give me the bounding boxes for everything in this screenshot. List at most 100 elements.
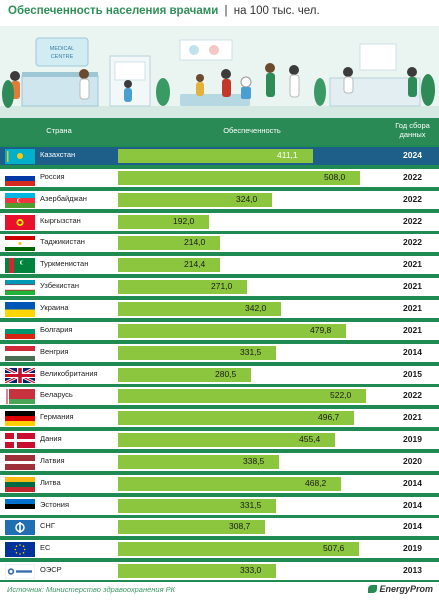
row-label-cell: Эстония bbox=[0, 496, 118, 515]
year-cell: 2021 bbox=[386, 256, 439, 275]
year-cell: 2020 bbox=[386, 452, 439, 471]
table-row: Украина 342,0 2021 bbox=[0, 298, 439, 320]
bar bbox=[118, 542, 359, 557]
bar bbox=[118, 323, 346, 338]
row-label-cell: Беларусь bbox=[0, 387, 118, 406]
bar bbox=[118, 498, 276, 513]
year-cell: 2019 bbox=[386, 431, 439, 450]
value-label: 522,0 bbox=[330, 390, 352, 401]
ukraine-flag-icon bbox=[5, 301, 35, 317]
year-cell: 2013 bbox=[386, 562, 439, 581]
bar bbox=[118, 280, 247, 295]
uk-flag-icon bbox=[5, 367, 35, 383]
value-label: 331,5 bbox=[240, 499, 262, 510]
country-name: Украина bbox=[40, 302, 69, 312]
turkmenistan-flag-icon bbox=[5, 258, 35, 274]
value-label: 331,5 bbox=[240, 346, 262, 357]
belarus-flag-icon bbox=[5, 389, 35, 405]
year-cell: 2014 bbox=[386, 496, 439, 515]
year-cell: 2021 bbox=[386, 409, 439, 428]
row-label-cell: Латвия bbox=[0, 452, 118, 471]
row-label-cell: ОЭСР bbox=[0, 562, 118, 581]
year-cell: 2014 bbox=[386, 518, 439, 537]
value-label: 342,0 bbox=[245, 302, 267, 313]
country-name: СНГ bbox=[40, 521, 55, 531]
kazakhstan-flag-icon bbox=[5, 149, 35, 164]
row-label-cell: Азербайджан bbox=[0, 190, 118, 209]
year-cell: 2022 bbox=[386, 190, 439, 209]
bar-track: 192,0 bbox=[118, 212, 386, 231]
row-label-cell: Великобритания bbox=[0, 365, 118, 384]
bar-track: 271,0 bbox=[118, 278, 386, 297]
year-cell: 2014 bbox=[386, 343, 439, 362]
eu-flag-icon bbox=[5, 542, 35, 558]
bar-track: 508,0 bbox=[118, 168, 386, 187]
value-label: 508,0 bbox=[324, 171, 346, 182]
row-label-cell: Литва bbox=[0, 474, 118, 493]
bar bbox=[118, 476, 341, 491]
value-label: 411,1 bbox=[277, 150, 298, 160]
uzbekistan-flag-icon bbox=[5, 280, 35, 296]
kyrgyzstan-flag-icon bbox=[5, 214, 35, 230]
title-separator: | bbox=[224, 5, 228, 17]
country-name: ЕС bbox=[40, 543, 51, 553]
country-name: Литва bbox=[40, 477, 61, 487]
row-label-cell: Казахстан bbox=[0, 147, 118, 165]
value-label: 308,7 bbox=[229, 521, 251, 532]
source-text: Источник: Министерство здравоохранения Р… bbox=[7, 585, 176, 594]
patient-figures bbox=[10, 63, 417, 102]
table-header: Страна Обеспеченность Год сбора данных bbox=[0, 118, 439, 145]
year-cell: 2022 bbox=[386, 212, 439, 231]
year-cell: 2019 bbox=[386, 540, 439, 559]
bar bbox=[118, 433, 335, 448]
bar-track: 522,0 bbox=[118, 387, 386, 406]
country-name: Венгрия bbox=[40, 346, 69, 356]
year-cell: 2021 bbox=[386, 321, 439, 340]
title-unit: на 100 тыс. чел. bbox=[233, 5, 320, 17]
table-row: Венгрия 331,5 2014 bbox=[0, 342, 439, 364]
column-year: Год сбора данных bbox=[386, 121, 439, 139]
table-row: Россия 508,0 2022 bbox=[0, 167, 439, 189]
bar-track: 507,6 bbox=[118, 540, 386, 559]
germany-flag-icon bbox=[5, 411, 35, 427]
table-row: Казахстан 411,1 2024 bbox=[0, 145, 439, 167]
table-row: Болгария 479,8 2021 bbox=[0, 320, 439, 342]
bar bbox=[118, 345, 276, 360]
row-label-cell: Германия bbox=[0, 409, 118, 428]
table-row: Литва 468,2 2014 bbox=[0, 473, 439, 495]
country-name: Германия bbox=[40, 412, 74, 422]
row-label-cell: СНГ bbox=[0, 518, 118, 537]
value-label: 192,0 bbox=[173, 215, 195, 226]
country-name: Беларусь bbox=[40, 390, 73, 400]
table-row: Азербайджан 324,0 2022 bbox=[0, 189, 439, 211]
year-cell: 2022 bbox=[386, 234, 439, 253]
year-cell: 2022 bbox=[386, 168, 439, 187]
value-label: 333,0 bbox=[240, 565, 262, 576]
value-label: 468,2 bbox=[305, 477, 327, 488]
logo-mark-icon bbox=[368, 585, 378, 593]
row-label-cell: Венгрия bbox=[0, 343, 118, 362]
year-cell: 2022 bbox=[386, 387, 439, 406]
table-row: Туркменистан 214,4 2021 bbox=[0, 254, 439, 276]
country-name: Казахстан bbox=[40, 150, 76, 159]
value-label: 479,8 bbox=[310, 324, 332, 335]
value-label: 280,5 bbox=[215, 368, 237, 379]
value-label: 507,6 bbox=[323, 543, 345, 554]
value-label: 455,4 bbox=[299, 434, 321, 445]
bar bbox=[118, 411, 354, 426]
plants bbox=[2, 74, 435, 108]
table-row: Дания 455,4 2019 bbox=[0, 429, 439, 451]
row-label-cell: Узбекистан bbox=[0, 278, 118, 297]
bar-track: 333,0 bbox=[118, 562, 386, 581]
bar-track: 496,7 bbox=[118, 409, 386, 428]
footer: Источник: Министерство здравоохранения Р… bbox=[0, 582, 439, 600]
bar-track: 324,0 bbox=[118, 190, 386, 209]
year-cell: 2024 bbox=[386, 147, 439, 165]
oecd-logo-icon bbox=[5, 564, 35, 580]
sign-centre: CENTRE bbox=[51, 54, 74, 60]
table-row: Узбекистан 271,0 2021 bbox=[0, 276, 439, 298]
logo-text: EnergyProm bbox=[379, 584, 433, 594]
azerbaijan-flag-icon bbox=[5, 192, 35, 208]
row-label-cell: Таджикистан bbox=[0, 234, 118, 253]
bar bbox=[118, 214, 209, 229]
